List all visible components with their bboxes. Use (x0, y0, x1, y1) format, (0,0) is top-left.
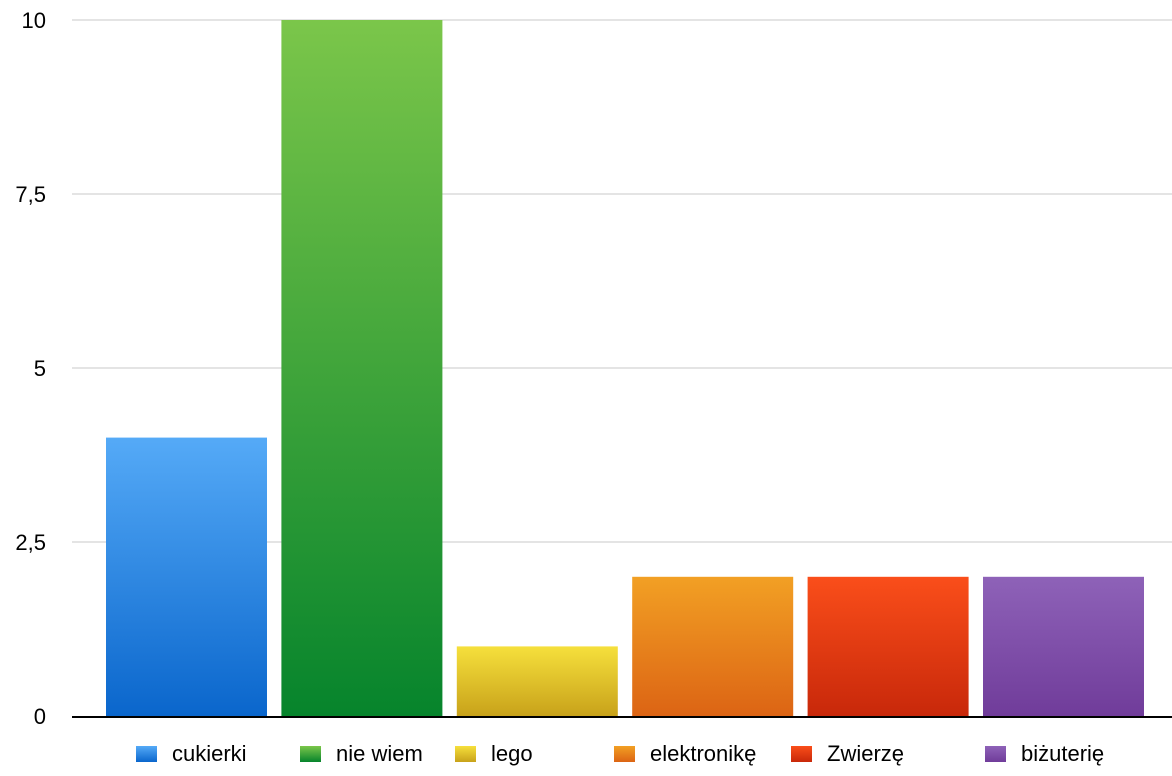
legend-label: lego (491, 741, 533, 766)
legend-swatch (614, 746, 635, 762)
legend-label: nie wiem (336, 741, 423, 766)
legend-label: Zwierzę (827, 741, 904, 766)
legend: cukierki nie wiem lego elektronikę Zwierzę bi… (136, 741, 1104, 766)
legend-item: nie wiem (300, 741, 423, 766)
y-tick-label: 7,5 (15, 182, 46, 207)
bar-biżuterię (983, 576, 1144, 716)
y-tick-label: 0 (34, 704, 46, 729)
y-tick-label: 10 (22, 8, 46, 33)
bar-zwierzę (807, 576, 969, 716)
legend-label: elektronikę (650, 741, 756, 766)
bar-nie-wiem (281, 20, 443, 716)
bar-elektronikę (632, 576, 794, 716)
legend-swatch (985, 746, 1006, 762)
bar-cukierki (106, 437, 267, 716)
legend-label: cukierki (172, 741, 247, 766)
y-axis-ticks: 0 2,5 5 7,5 10 (15, 8, 46, 729)
gridlines (72, 19, 1172, 543)
legend-item: biżuterię (985, 741, 1104, 766)
legend-swatch (136, 746, 157, 762)
legend-swatch (791, 746, 812, 762)
legend-item: elektronikę (614, 741, 756, 766)
legend-item: lego (455, 741, 533, 766)
bar-lego (456, 646, 618, 716)
legend-item: cukierki (136, 741, 247, 766)
legend-swatch (455, 746, 476, 762)
legend-swatch (300, 746, 321, 762)
y-tick-label: 5 (34, 356, 46, 381)
bars (106, 20, 1144, 716)
legend-label: biżuterię (1021, 741, 1104, 766)
y-tick-label: 2,5 (15, 530, 46, 555)
legend-item: Zwierzę (791, 741, 904, 766)
